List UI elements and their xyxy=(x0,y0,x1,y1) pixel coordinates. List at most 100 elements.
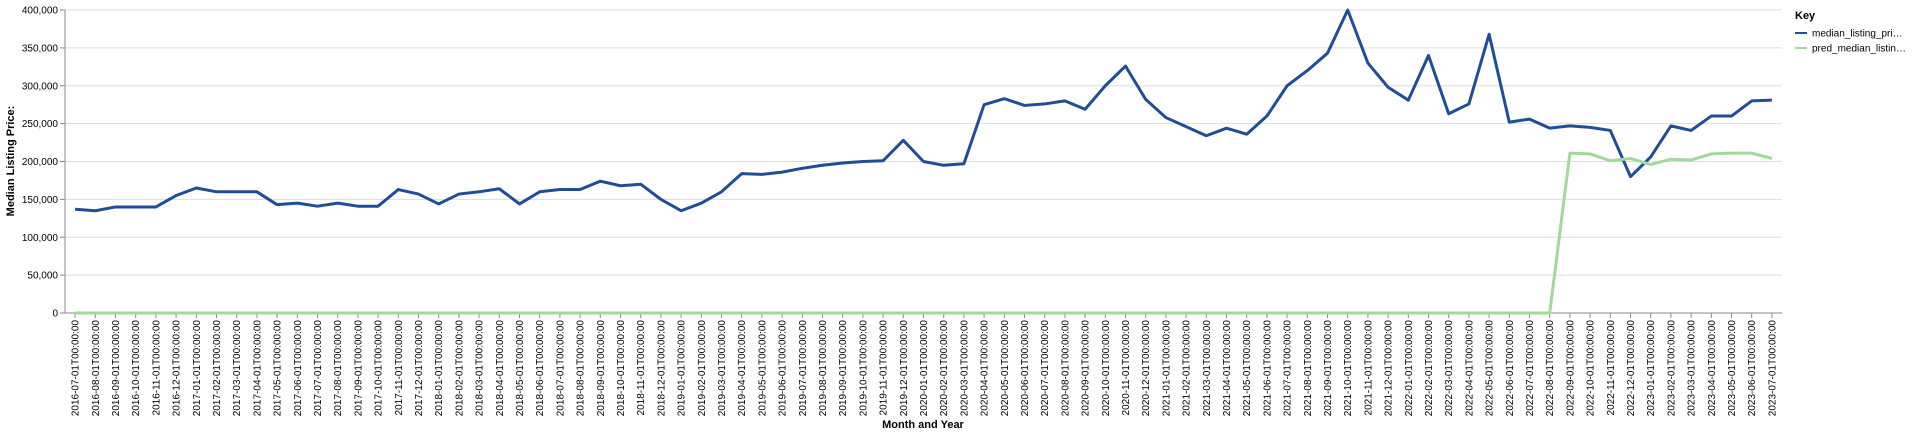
x-tick-label: 2016-12-01T00:00:00 xyxy=(172,320,183,417)
x-tick-label: 2019-11-01T00:00:00 xyxy=(879,320,890,416)
y-tick-label: 0 xyxy=(52,309,58,320)
x-tick-label: 2022-11-01T00:00:00 xyxy=(1606,320,1617,416)
legend-label: median_listing_pri… xyxy=(1812,29,1903,40)
x-tick-label: 2020-06-01T00:00:00 xyxy=(1020,320,1031,417)
x-tick-label: 2017-08-01T00:00:00 xyxy=(333,320,344,417)
x-tick-label: 2018-08-01T00:00:00 xyxy=(576,320,587,417)
x-tick-label: 2020-10-01T00:00:00 xyxy=(1101,320,1112,417)
x-tick-label: 2017-06-01T00:00:00 xyxy=(293,320,304,417)
x-tick-label: 2020-11-01T00:00:00 xyxy=(1121,320,1132,416)
x-tick-label: 2022-05-01T00:00:00 xyxy=(1485,320,1496,417)
x-tick-label: 2022-01-01T00:00:00 xyxy=(1404,320,1415,417)
x-tick-label: 2016-11-01T00:00:00 xyxy=(151,320,162,416)
x-tick-label: 2023-01-01T00:00:00 xyxy=(1646,320,1657,417)
x-tick-label: 2021-03-01T00:00:00 xyxy=(1202,320,1213,417)
x-axis-title: Month and Year xyxy=(882,419,964,431)
y-tick-label: 200,000 xyxy=(22,157,59,168)
x-tick-label: 2021-07-01T00:00:00 xyxy=(1283,320,1294,417)
x-tick-label: 2021-06-01T00:00:00 xyxy=(1262,320,1273,417)
x-tick-label: 2022-04-01T00:00:00 xyxy=(1464,320,1475,417)
x-tick-label: 2021-11-01T00:00:00 xyxy=(1363,320,1374,416)
x-tick-label: 2019-03-01T00:00:00 xyxy=(717,320,728,417)
x-tick-label: 2021-12-01T00:00:00 xyxy=(1384,320,1395,417)
y-tick-label: 350,000 xyxy=(22,43,59,54)
series-line xyxy=(74,8,1772,213)
y-tick-label: 50,000 xyxy=(27,271,58,282)
x-tick-label: 2018-11-01T00:00:00 xyxy=(636,320,647,416)
y-tick-label: 100,000 xyxy=(22,233,59,244)
x-tick-label: 2019-04-01T00:00:00 xyxy=(737,320,748,417)
x-tick-label: 2023-07-01T00:00:00 xyxy=(1767,320,1778,417)
x-tick-label: 2017-02-01T00:00:00 xyxy=(212,320,223,417)
x-tick-label: 2017-07-01T00:00:00 xyxy=(313,320,324,417)
x-tick-label: 2019-08-01T00:00:00 xyxy=(818,320,829,417)
x-tick-label: 2019-06-01T00:00:00 xyxy=(778,320,789,417)
x-tick-label: 2018-02-01T00:00:00 xyxy=(454,320,465,417)
x-tick-label: 2022-09-01T00:00:00 xyxy=(1565,320,1576,417)
x-tick-label: 2022-03-01T00:00:00 xyxy=(1444,320,1455,417)
y-tick-label: 300,000 xyxy=(22,81,59,92)
x-tick-label: 2018-09-01T00:00:00 xyxy=(596,320,607,417)
x-tick-label: 2021-01-01T00:00:00 xyxy=(1161,320,1172,417)
x-tick-label: 2018-05-01T00:00:00 xyxy=(515,320,526,417)
x-tick-label: 2018-03-01T00:00:00 xyxy=(475,320,486,417)
x-tick-label: 2021-04-01T00:00:00 xyxy=(1222,320,1233,417)
x-tick-label: 2023-02-01T00:00:00 xyxy=(1666,320,1677,417)
x-tick-label: 2020-01-01T00:00:00 xyxy=(919,320,930,417)
x-tick-label: 2017-03-01T00:00:00 xyxy=(232,320,243,417)
x-tick-label: 2022-07-01T00:00:00 xyxy=(1525,320,1536,417)
x-tick-label: 2019-09-01T00:00:00 xyxy=(838,320,849,417)
x-tick-label: 2016-07-01T00:00:00 xyxy=(71,320,82,417)
x-tick-label: 2020-03-01T00:00:00 xyxy=(959,320,970,417)
x-tick-label: 2016-08-01T00:00:00 xyxy=(91,320,102,417)
x-tick-label: 2019-10-01T00:00:00 xyxy=(858,320,869,417)
x-tick-label: 2017-05-01T00:00:00 xyxy=(273,320,284,417)
x-tick-label: 2018-04-01T00:00:00 xyxy=(495,320,506,417)
x-tick-label: 2018-10-01T00:00:00 xyxy=(616,320,627,417)
x-tick-label: 2016-09-01T00:00:00 xyxy=(111,320,122,417)
x-tick-label: 2022-12-01T00:00:00 xyxy=(1626,320,1637,417)
y-tick-label: 150,000 xyxy=(22,195,59,206)
x-tick-label: 2020-05-01T00:00:00 xyxy=(1000,320,1011,417)
x-tick-label: 2018-01-01T00:00:00 xyxy=(434,320,445,417)
x-tick-label: 2022-06-01T00:00:00 xyxy=(1505,320,1516,417)
x-tick-label: 2021-08-01T00:00:00 xyxy=(1303,320,1314,417)
x-tick-label: 2017-04-01T00:00:00 xyxy=(252,320,263,417)
x-tick-label: 2023-06-01T00:00:00 xyxy=(1747,320,1758,417)
x-tick-label: 2017-01-01T00:00:00 xyxy=(192,320,203,417)
x-tick-label: 2022-10-01T00:00:00 xyxy=(1586,320,1597,417)
x-tick-label: 2019-01-01T00:00:00 xyxy=(677,320,688,417)
x-tick-label: 2020-04-01T00:00:00 xyxy=(980,320,991,417)
x-tick-label: 2016-10-01T00:00:00 xyxy=(131,320,142,417)
x-tick-label: 2017-10-01T00:00:00 xyxy=(374,320,385,417)
y-tick-label: 400,000 xyxy=(22,6,59,17)
series-line xyxy=(75,151,1773,315)
y-axis-title: Median Listing Price: xyxy=(5,106,17,217)
x-tick-label: 2019-05-01T00:00:00 xyxy=(757,320,768,417)
x-tick-label: 2021-10-01T00:00:00 xyxy=(1343,320,1354,417)
x-tick-label: 2019-07-01T00:00:00 xyxy=(798,320,809,417)
x-tick-label: 2021-09-01T00:00:00 xyxy=(1323,320,1334,417)
x-tick-label: 2020-07-01T00:00:00 xyxy=(1040,320,1051,417)
x-tick-label: 2020-12-01T00:00:00 xyxy=(1141,320,1152,417)
x-tick-label: 2017-11-01T00:00:00 xyxy=(394,320,405,416)
legend-label: pred_median_listin… xyxy=(1812,44,1906,55)
x-tick-label: 2018-12-01T00:00:00 xyxy=(656,320,667,417)
x-tick-label: 2023-04-01T00:00:00 xyxy=(1707,320,1718,417)
x-tick-label: 2018-07-01T00:00:00 xyxy=(555,320,566,417)
x-tick-label: 2020-08-01T00:00:00 xyxy=(1060,320,1071,417)
legend-title: Key xyxy=(1795,10,1816,22)
x-tick-label: 2019-12-01T00:00:00 xyxy=(899,320,910,417)
x-tick-label: 2023-03-01T00:00:00 xyxy=(1687,320,1698,417)
x-tick-label: 2017-12-01T00:00:00 xyxy=(414,320,425,417)
x-tick-label: 2017-09-01T00:00:00 xyxy=(353,320,364,417)
x-tick-label: 2019-02-01T00:00:00 xyxy=(697,320,708,417)
x-tick-label: 2022-02-01T00:00:00 xyxy=(1424,320,1435,417)
x-tick-label: 2020-09-01T00:00:00 xyxy=(1081,320,1092,417)
x-tick-label: 2023-05-01T00:00:00 xyxy=(1727,320,1738,417)
x-tick-label: 2018-06-01T00:00:00 xyxy=(535,320,546,417)
x-tick-label: 2021-05-01T00:00:00 xyxy=(1242,320,1253,417)
x-tick-label: 2022-08-01T00:00:00 xyxy=(1545,320,1556,417)
